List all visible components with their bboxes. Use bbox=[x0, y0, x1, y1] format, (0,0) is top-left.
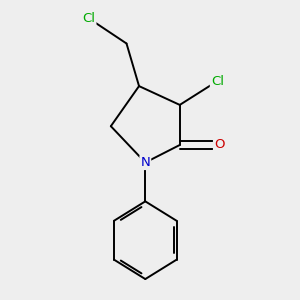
Text: Cl: Cl bbox=[82, 12, 95, 25]
Text: O: O bbox=[214, 139, 224, 152]
Text: Cl: Cl bbox=[211, 75, 224, 88]
Text: N: N bbox=[140, 156, 150, 169]
